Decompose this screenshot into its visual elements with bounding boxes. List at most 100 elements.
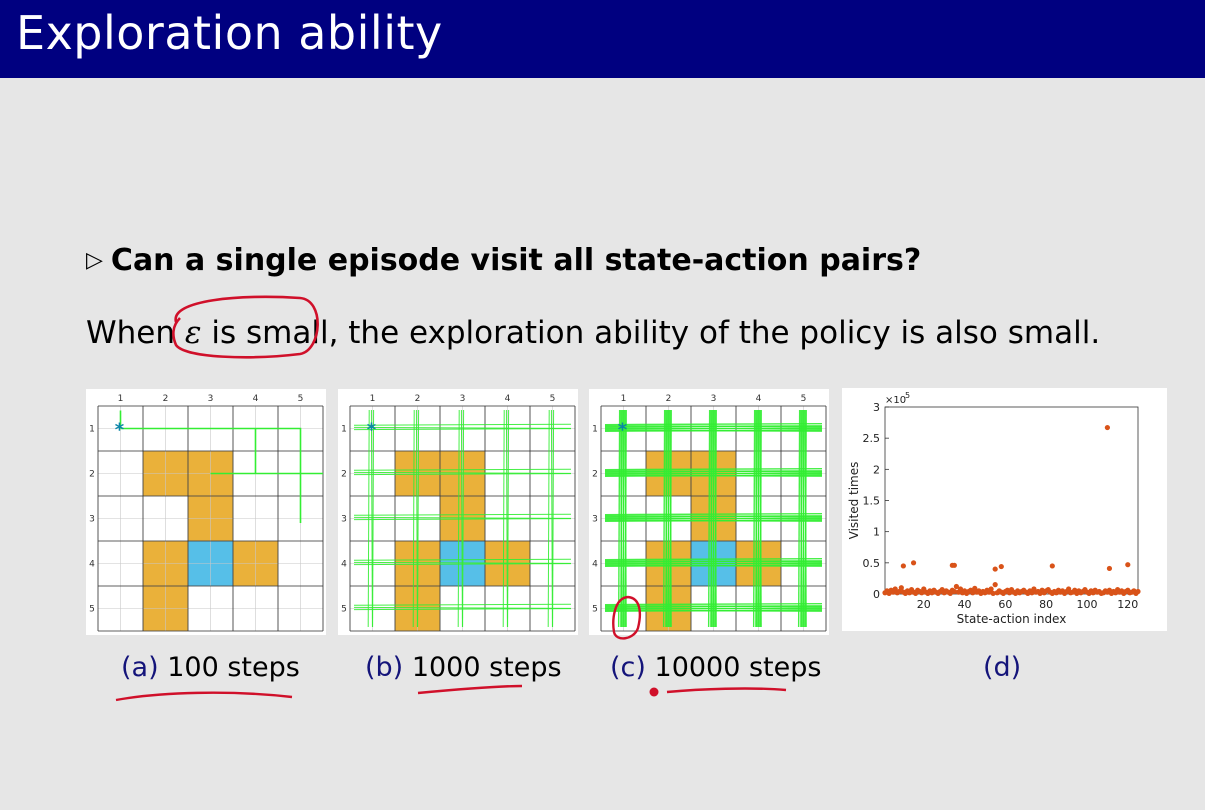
grid-row-label: 1 xyxy=(592,425,598,435)
data-point xyxy=(900,563,906,569)
data-point xyxy=(910,560,917,566)
y-tick-label: 0.5 xyxy=(863,557,881,570)
grid-panel-c: 1 2 3 4 5 1 2 3 4 5 * xyxy=(589,389,829,635)
caption-c-text: 10000 steps xyxy=(654,652,822,683)
grid-col-label: 3 xyxy=(711,394,717,404)
question-bullet: ▷ Can a single episode visit all state-ac… xyxy=(86,243,921,278)
grid-row-label: 2 xyxy=(89,470,95,480)
caption-a: (a) 100 steps xyxy=(121,652,300,683)
data-point xyxy=(1106,565,1113,572)
red-dot-annotation xyxy=(649,687,659,697)
triangle-right-icon: ▷ xyxy=(86,248,103,273)
visit-count-scatter-chart: 0 0.5 1 1.5 2 2.5 3 20 40 60 80 100 120 ×105 State-act… xyxy=(847,391,1141,626)
grid-row-label: 1 xyxy=(89,425,95,435)
x-tick-label: 100 xyxy=(1076,598,1097,611)
plot-area xyxy=(884,406,1139,595)
grid-col-label: 2 xyxy=(666,394,672,404)
data-point xyxy=(998,563,1004,570)
slide-title: Exploration ability xyxy=(16,6,443,60)
start-asterisk-icon: * xyxy=(618,420,628,441)
x-tick-label: 80 xyxy=(1039,598,1053,611)
grid-row-label: 5 xyxy=(341,605,347,615)
title-bar: Exploration ability xyxy=(0,0,1205,78)
grid-row-label: 4 xyxy=(89,560,95,570)
start-asterisk-icon: * xyxy=(367,420,377,441)
grid-col-label: 1 xyxy=(370,394,376,404)
caption-b-text: 1000 steps xyxy=(411,652,562,683)
x-tick-label: 60 xyxy=(998,598,1012,611)
grid-row-label: 1 xyxy=(341,425,347,435)
data-point xyxy=(990,590,996,596)
x-tick-label: 40 xyxy=(958,598,972,611)
grid-col-label: 2 xyxy=(163,394,169,404)
underline-a xyxy=(115,691,293,702)
caption-d: (d) xyxy=(983,652,1021,683)
grid-row-label: 3 xyxy=(341,515,347,525)
y-tick-label: 3 xyxy=(873,401,880,414)
sentence-highlight: is small xyxy=(201,315,329,351)
grid-col-label: 3 xyxy=(208,394,214,404)
data-point xyxy=(951,588,957,595)
caption-a-text: 100 steps xyxy=(167,652,300,683)
grid-col-label: 5 xyxy=(550,394,556,404)
trajectory-b xyxy=(353,409,572,628)
visit-count-chart-panel: 0 0.5 1 1.5 2 2.5 3 20 40 60 80 100 120 ×10 5 State-act… xyxy=(842,388,1167,631)
grid-world-b: 1 2 3 4 5 1 2 3 4 5 * xyxy=(341,394,576,632)
sentence-prefix: When xyxy=(86,315,185,351)
data-point xyxy=(951,562,957,568)
data-point xyxy=(992,566,998,572)
grid-col-label: 4 xyxy=(756,394,762,404)
data-point xyxy=(970,590,976,596)
data-point xyxy=(953,583,960,590)
grid-col-label: 1 xyxy=(118,394,124,404)
data-point xyxy=(988,586,994,592)
grid-panel-a: 1 2 3 4 5 1 2 3 4 5 * xyxy=(86,389,326,635)
x-tick-label: 120 xyxy=(1117,598,1138,611)
y-tick-label: 1 xyxy=(873,526,880,539)
grid-row-label: 3 xyxy=(592,515,598,525)
caption-a-label: (a) xyxy=(121,652,159,683)
y-tick-label: 2 xyxy=(873,463,880,476)
trajectory-c xyxy=(604,409,823,628)
grid-row-label: 4 xyxy=(341,560,347,570)
start-asterisk-icon: * xyxy=(115,420,125,441)
grid-col-label: 5 xyxy=(298,394,304,404)
caption-d-label: (d) xyxy=(983,652,1022,683)
grid-row-label: 3 xyxy=(89,515,95,525)
trajectory-a xyxy=(119,410,323,523)
y-axis-label: Visited times xyxy=(847,462,861,540)
y-exponent-power: 5 xyxy=(905,391,910,400)
y-tick-label: 2.5 xyxy=(863,432,881,445)
grid-col-label: 1 xyxy=(621,394,627,404)
grid-world-c: 1 2 3 4 5 1 2 3 4 5 * xyxy=(592,394,827,632)
caption-c: (c) 10000 steps xyxy=(610,652,821,683)
grid-row-label: 5 xyxy=(89,605,95,615)
grid-row-label: 4 xyxy=(592,560,598,570)
data-point xyxy=(898,585,904,591)
grid-row-label: 5 xyxy=(592,605,598,615)
data-point xyxy=(1104,424,1110,431)
y-exponent-label: ×10 xyxy=(885,395,906,406)
underline-b xyxy=(417,684,523,695)
data-point xyxy=(1108,590,1115,596)
data-point xyxy=(1135,588,1141,595)
sentence-rest: , the exploration ability of the policy … xyxy=(328,315,1101,351)
grid-col-label: 4 xyxy=(253,394,259,404)
grid-panel-b: 1 2 3 4 5 1 2 3 4 5 * xyxy=(338,389,578,635)
caption-b: (b) 1000 steps xyxy=(365,652,562,683)
epsilon-symbol: ε xyxy=(184,315,202,351)
grid-row-label: 2 xyxy=(341,470,347,480)
caption-b-label: (b) xyxy=(365,652,404,683)
grid-col-label: 3 xyxy=(460,394,466,404)
epsilon-sentence: When ε is small, the exploration ability… xyxy=(86,315,1100,351)
grid-col-label: 5 xyxy=(801,394,807,404)
x-axis-label: State-action index xyxy=(957,612,1067,626)
grid-col-label: 4 xyxy=(505,394,511,404)
underline-c xyxy=(666,687,787,694)
question-text: Can a single episode visit all state-act… xyxy=(110,243,922,278)
grid-col-label: 2 xyxy=(415,394,421,404)
data-point xyxy=(992,582,998,588)
data-point xyxy=(1125,562,1131,568)
data-point xyxy=(1049,563,1055,569)
grid-row-label: 2 xyxy=(592,470,598,480)
